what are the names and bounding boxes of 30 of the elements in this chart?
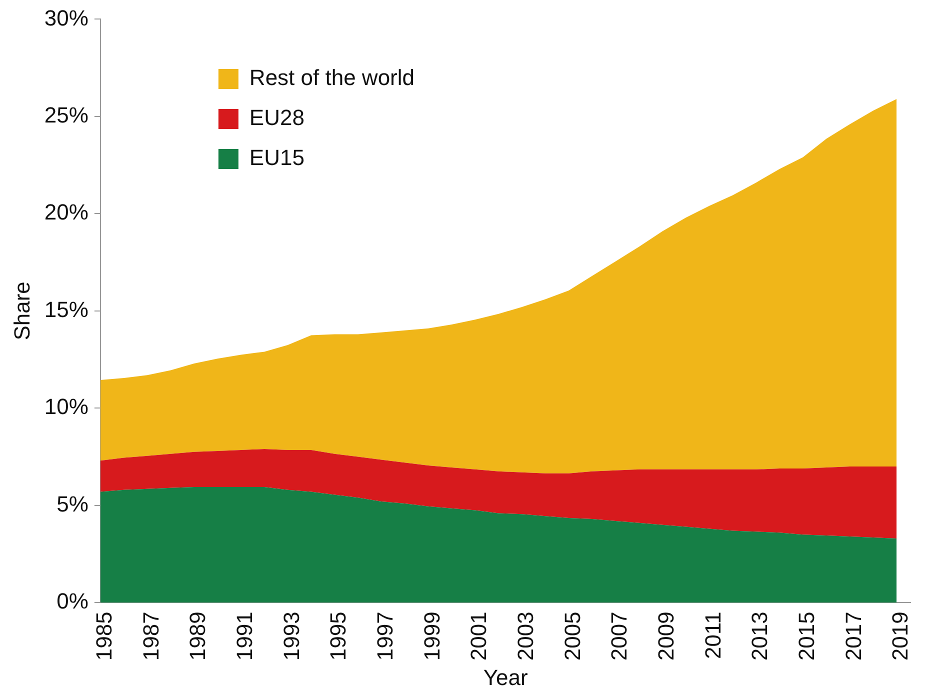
legend-label: Rest of the world	[249, 65, 415, 90]
y-tick-label: 25%	[44, 102, 88, 128]
x-tick-label: 2003	[512, 612, 538, 661]
x-tick-label: 2017	[840, 612, 866, 661]
x-tick-label: 2009	[653, 612, 678, 661]
y-axis-title: Share	[9, 282, 34, 340]
x-tick-label: 2015	[794, 612, 819, 661]
y-tick-label: 30%	[44, 5, 88, 30]
x-tick-label: 1987	[138, 612, 164, 661]
x-axis-title: Year	[483, 664, 528, 690]
x-tick-label: 1991	[232, 612, 257, 661]
x-tick-label: 1995	[326, 612, 351, 661]
y-tick-label: 20%	[44, 200, 88, 225]
x-tick-label: 1985	[91, 612, 116, 661]
y-tick-label: 10%	[44, 394, 88, 420]
legend-label: EU28	[249, 105, 304, 130]
x-tick-label: 1997	[372, 612, 398, 661]
y-tick-label: 5%	[56, 491, 88, 516]
x-tick-label: 1999	[419, 612, 444, 661]
x-tick-label: 1989	[185, 612, 210, 661]
legend-label: EU15	[249, 145, 304, 170]
y-tick-label: 0%	[56, 588, 88, 614]
x-tick-label: 2005	[560, 612, 585, 661]
x-tick-label: 1993	[278, 612, 304, 661]
x-tick-label: 2013	[747, 612, 772, 661]
x-tick-label: 2019	[888, 612, 913, 661]
x-tick-label: 2011	[700, 612, 726, 659]
x-tick-label: 2001	[466, 612, 492, 661]
y-tick-label: 15%	[44, 296, 88, 322]
x-tick-label: 2007	[606, 612, 632, 661]
